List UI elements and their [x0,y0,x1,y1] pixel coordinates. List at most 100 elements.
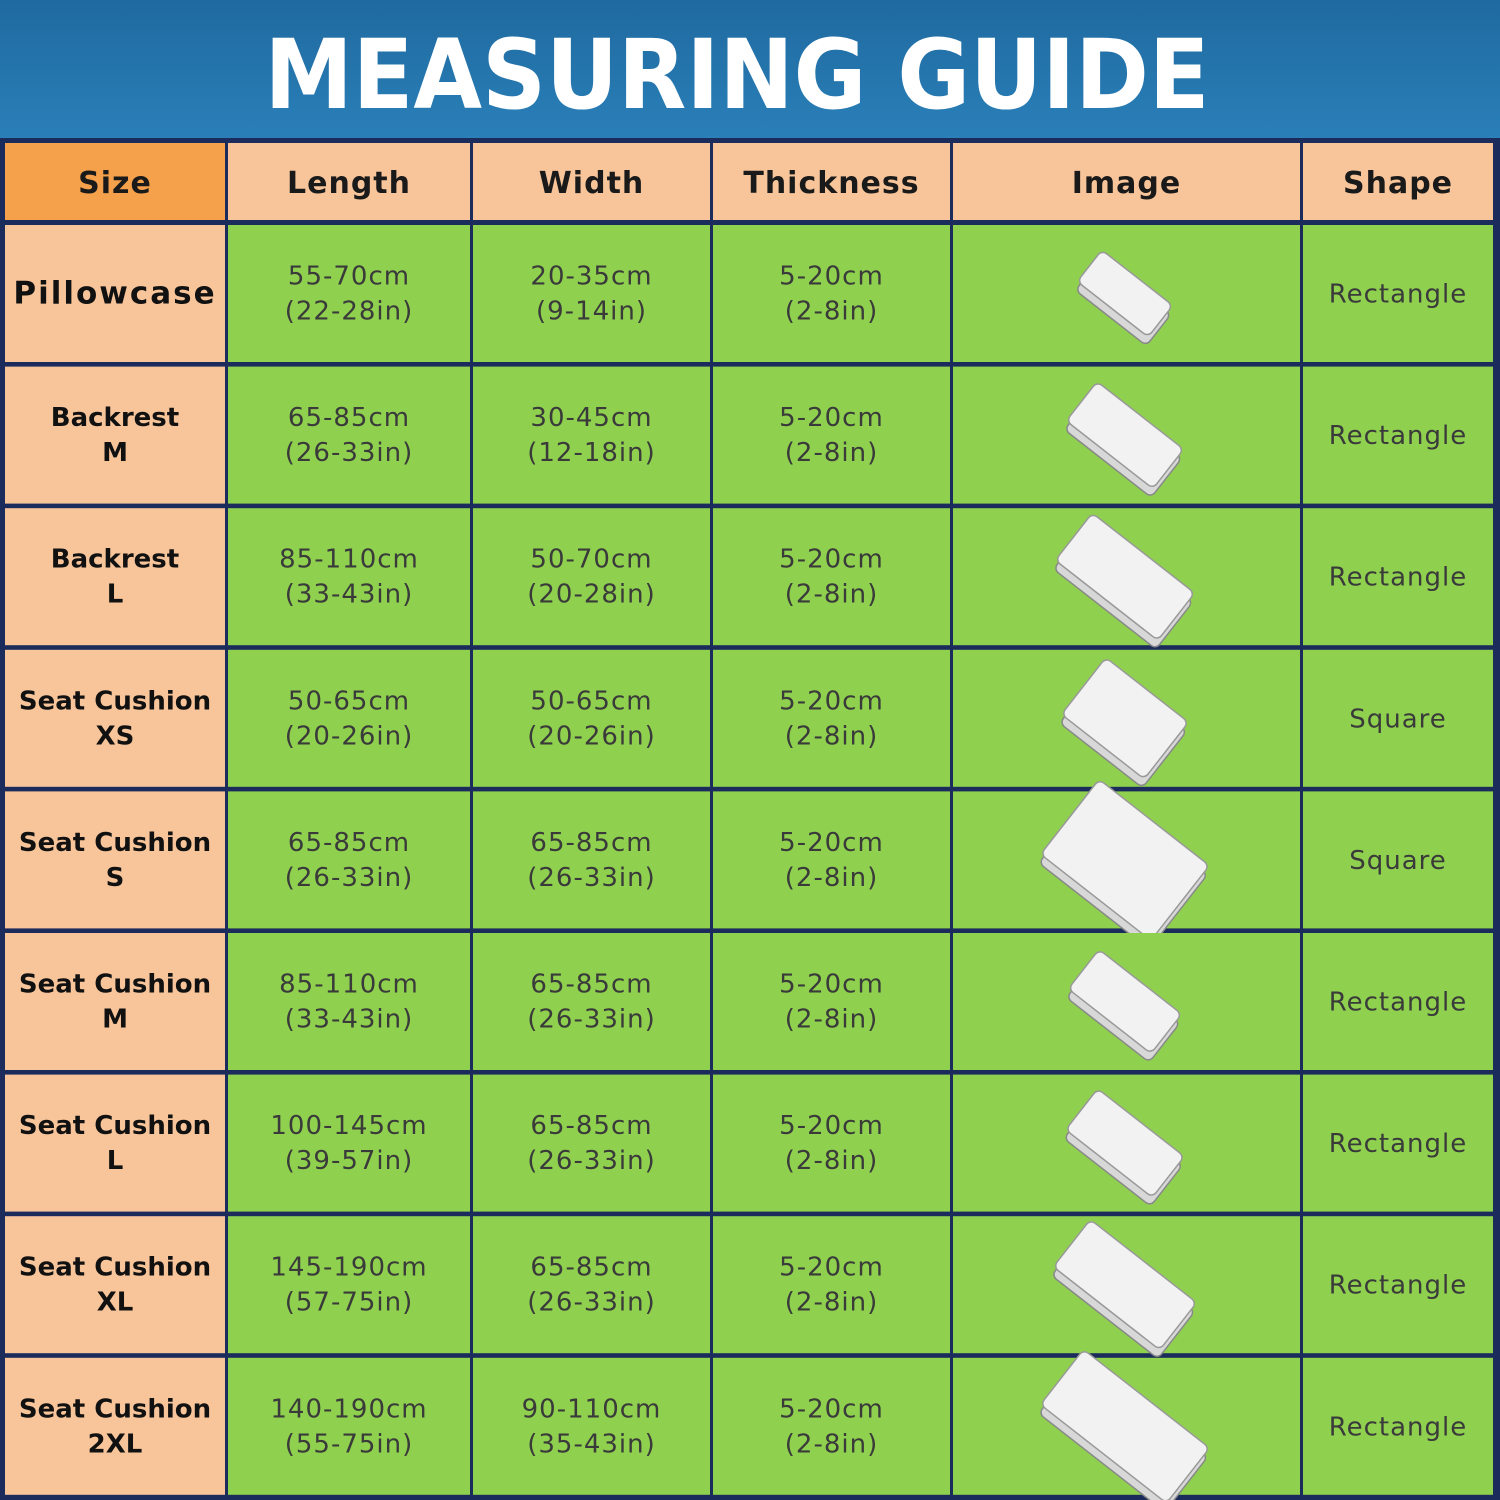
width-value: 30-45cm (12-18in) [527,403,656,468]
header-label: Shape [1343,166,1453,201]
header-cell [228,143,470,220]
size-label: Seat Cushion M [19,970,211,1035]
length-value-line: (33-43in) [285,1005,414,1035]
length-value-line: 50-65cm [288,686,410,716]
size-cell [5,366,225,504]
cushion-top [1067,1090,1183,1196]
data-cell [713,933,950,1070]
size-cell [5,791,225,929]
length-value: 65-85cm (26-33in) [285,403,414,468]
thickness-value: 5-20cm (2-8in) [779,1253,884,1318]
width-value-line: 65-85cm [530,828,652,858]
width-value-line: 50-70cm [530,545,652,575]
size-label-line: XL [97,1288,134,1318]
data-cell [1303,225,1493,362]
length-value-line: (20-26in) [285,721,414,751]
size-label-line: 2XL [88,1429,143,1459]
data-cell [473,508,710,646]
size-cell [5,1216,225,1354]
thickness-value-line: (2-8in) [785,297,878,327]
width-value-line: (20-26in) [527,721,656,751]
length-value: 85-110cm (33-43in) [279,970,419,1035]
thickness-value: 5-20cm (2-8in) [779,970,884,1035]
data-cell [473,225,710,362]
size-label-line: L [107,580,124,610]
size-label: Seat Cushion XL [19,1253,211,1318]
shape-label: Rectangle [1329,1412,1468,1442]
size-label-line: Seat Cushion [19,1111,211,1141]
size-cell [5,1357,225,1495]
size-label-line: L [107,1146,124,1176]
size-label-line: Seat Cushion [19,970,211,1000]
width-value-line: 30-45cm [530,403,652,433]
size-cell [5,508,225,646]
thickness-value: 5-20cm (2-8in) [779,1394,884,1459]
length-value-line: (22-28in) [285,297,414,327]
data-cell [713,791,950,929]
header-cell [5,143,225,220]
shape-label: Rectangle [1329,421,1468,451]
data-cell [473,649,710,787]
thickness-value: 5-20cm (2-8in) [779,1111,884,1176]
thickness-value-line: (2-8in) [785,580,878,610]
data-cell [1303,1357,1493,1495]
width-value: 50-70cm (20-28in) [527,545,656,610]
size-label-line: Backrest [51,403,179,433]
length-value-line: (55-75in) [285,1429,414,1459]
shape-label: Rectangle [1329,988,1468,1018]
cushion-image [1066,383,1183,496]
thickness-value-line: (2-8in) [785,721,878,751]
width-value-line: 65-85cm [530,1111,652,1141]
length-value-line: (26-33in) [285,863,414,893]
length-value: 50-65cm (20-26in) [285,686,414,751]
cushion-image [1040,1351,1208,1500]
data-cell [713,366,950,504]
length-value-line: 55-70cm [288,262,410,292]
length-value-line: 65-85cm [288,828,410,858]
length-value-line: 140-190cm [270,1394,427,1424]
thickness-value-line: 5-20cm [779,828,884,858]
length-value: 85-110cm (33-43in) [279,545,419,610]
data-cell [228,1074,470,1212]
cushion-top [1069,951,1181,1052]
thickness-value: 5-20cm (2-8in) [779,686,884,751]
size-label: Pillowcase [13,276,216,312]
header-cell [473,143,710,220]
width-value-line: 50-65cm [530,686,652,716]
header-cell [713,143,950,220]
data-cell [713,1074,950,1212]
thickness-value-line: 5-20cm [779,262,884,292]
thickness-value: 5-20cm (2-8in) [779,403,884,468]
width-value-line: (12-18in) [527,438,656,468]
shape-label: Rectangle [1329,1129,1468,1159]
cushion-image [1065,1090,1183,1205]
data-cell [473,1074,710,1212]
size-label: Seat Cushion S [19,828,211,893]
length-value: 55-70cm (22-28in) [285,262,414,327]
width-value-line: 20-35cm [530,262,652,292]
length-value: 140-190cm (55-75in) [270,1394,427,1459]
width-value-line: (35-43in) [527,1429,656,1459]
size-cell [5,225,225,362]
thickness-value-line: (2-8in) [785,1005,878,1035]
data-cell [228,1357,470,1495]
width-value-line: (26-33in) [527,1288,656,1318]
width-value-line: (20-28in) [527,580,656,610]
thickness-value-line: 5-20cm [779,970,884,1000]
size-label-line: XS [96,721,135,751]
length-value-line: (33-43in) [285,580,414,610]
thickness-value: 5-20cm (2-8in) [779,828,884,893]
header-cell [1303,143,1493,220]
shape-label: Rectangle [1329,1271,1468,1301]
cushion-top [1042,1351,1208,1500]
size-cell [5,933,225,1070]
width-value-line: 90-110cm [522,1394,662,1424]
cushion-image [1077,251,1172,345]
thickness-value: 5-20cm (2-8in) [779,262,884,327]
size-label-line: Seat Cushion [19,828,211,858]
data-cell [1303,933,1493,1070]
data-cell [713,225,950,362]
data-cell [1303,1074,1493,1212]
thickness-value-line: 5-20cm [779,1111,884,1141]
